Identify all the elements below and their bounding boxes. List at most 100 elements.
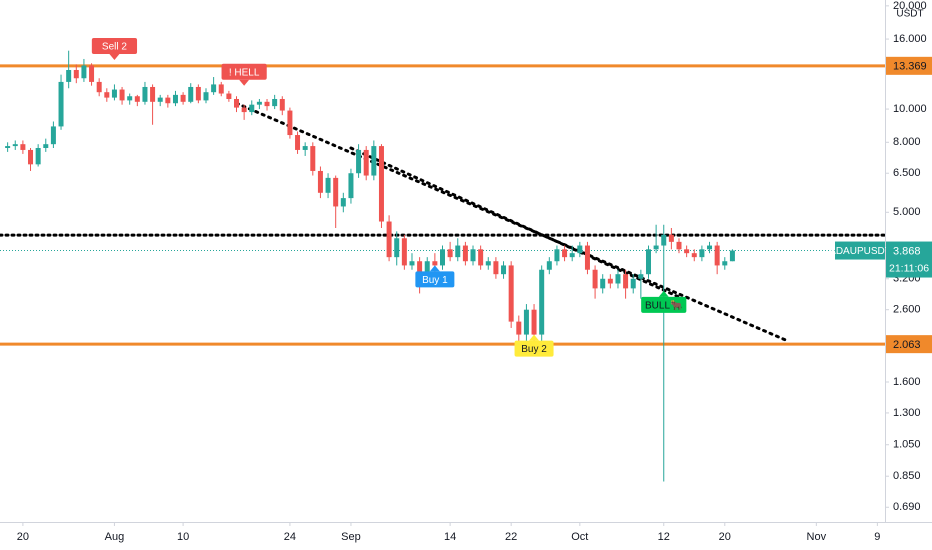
countdown-label: 21:11:06 <box>889 262 929 274</box>
candle-body <box>722 261 728 266</box>
candle-body <box>340 198 346 207</box>
candle-body <box>333 177 339 207</box>
candle-body <box>218 84 224 94</box>
candle-body <box>615 274 621 284</box>
annotation-box <box>514 340 554 357</box>
y-tick-label: 1.050 <box>893 439 921 451</box>
trendline <box>349 146 681 299</box>
candle-body <box>523 309 529 335</box>
y-tick-label: 6.500 <box>893 167 921 179</box>
x-tick-label: 14 <box>444 531 456 543</box>
y-tick-label: 1.600 <box>893 376 921 388</box>
candle-body <box>43 144 49 148</box>
annotation-label: Buy 1 <box>422 275 448 286</box>
candle-body <box>409 261 415 266</box>
x-tick-label: 20 <box>719 531 731 543</box>
annotation-box <box>415 271 455 288</box>
candle-body <box>127 96 133 101</box>
candle-body <box>630 278 636 289</box>
candle-body <box>272 98 278 107</box>
annotation-pointer <box>658 290 669 297</box>
x-tick-label: Sep <box>341 531 361 543</box>
candle-body <box>714 245 720 266</box>
candle-body <box>508 265 514 322</box>
candle-body <box>577 245 583 254</box>
candle-body <box>401 238 407 266</box>
candle-body <box>531 309 537 335</box>
candle-body <box>317 170 323 193</box>
candle-body <box>89 65 95 82</box>
candle-body <box>684 249 690 254</box>
candle-body <box>600 278 606 289</box>
annotation-pointer <box>239 79 250 86</box>
candle-body <box>592 269 598 289</box>
candle-body <box>279 98 285 111</box>
y-tick-label: 16.000 <box>893 33 927 45</box>
currency-box <box>897 6 923 21</box>
candle-body <box>287 110 293 136</box>
candle-body <box>119 89 125 101</box>
candle-body <box>645 249 651 275</box>
annotation-label: Sell 2 <box>102 42 127 53</box>
candle-body <box>478 249 484 266</box>
annotation-box <box>91 38 138 55</box>
candle-body <box>638 274 644 279</box>
candle-body <box>569 253 575 258</box>
candle-body <box>188 86 194 102</box>
candle-body <box>539 269 545 335</box>
y-tick-label: 0.850 <box>893 470 921 482</box>
candle-body <box>73 69 79 79</box>
candle-body <box>356 149 362 174</box>
candle-body <box>653 245 659 250</box>
candle-body <box>676 241 682 250</box>
candle-body <box>249 104 255 113</box>
candle-body <box>707 245 713 250</box>
candle-body <box>234 98 240 108</box>
candle-body <box>157 97 163 102</box>
symbol-tag <box>835 241 885 260</box>
candle-body <box>111 89 117 98</box>
candle-body <box>50 126 56 145</box>
candle-body <box>485 261 491 266</box>
y-tick-label: 10.000 <box>893 103 927 115</box>
candle-body <box>165 97 171 104</box>
candle-body <box>493 261 499 275</box>
candle-body <box>264 101 270 107</box>
candle-body <box>241 107 247 113</box>
last-price-label: 3.868 <box>893 245 921 257</box>
candle-body <box>28 149 34 165</box>
candle-body <box>691 253 697 258</box>
candle-body <box>462 245 468 262</box>
candle-body <box>432 261 438 266</box>
price-level-tag <box>886 335 932 354</box>
plot-area: Sell 2 ! HELL Buy 1 Buy 2 BULL🐂 <box>0 38 885 482</box>
candle-body <box>562 249 568 258</box>
candle-body <box>35 147 41 165</box>
x-tick-label: 9 <box>874 531 880 543</box>
annotation-label: Buy 2 <box>521 344 547 355</box>
candle-body <box>584 245 590 270</box>
annotation-pointer <box>429 265 440 272</box>
candle-body <box>12 144 18 147</box>
candle-body <box>501 265 507 275</box>
y-tick-label: 2.600 <box>893 304 921 316</box>
candle-body <box>424 261 430 275</box>
candle-body <box>371 146 377 176</box>
x-tick-label: Oct <box>571 531 588 543</box>
candle-body <box>554 249 560 262</box>
candle-body <box>394 238 400 258</box>
annotation-label: ! HELL <box>229 67 260 78</box>
y-tick-label: 20.000 <box>893 0 927 12</box>
annotation-label: BULL🐂 <box>645 300 682 312</box>
annotation-pointer <box>109 54 120 61</box>
candle-body <box>134 96 140 102</box>
candle-body <box>417 261 423 275</box>
candle-body <box>256 101 262 105</box>
candle-body <box>661 234 667 246</box>
candle-body <box>150 86 156 102</box>
y-tick-label: 8.000 <box>893 136 921 148</box>
candle-body <box>58 81 64 127</box>
candle-body <box>546 261 552 270</box>
